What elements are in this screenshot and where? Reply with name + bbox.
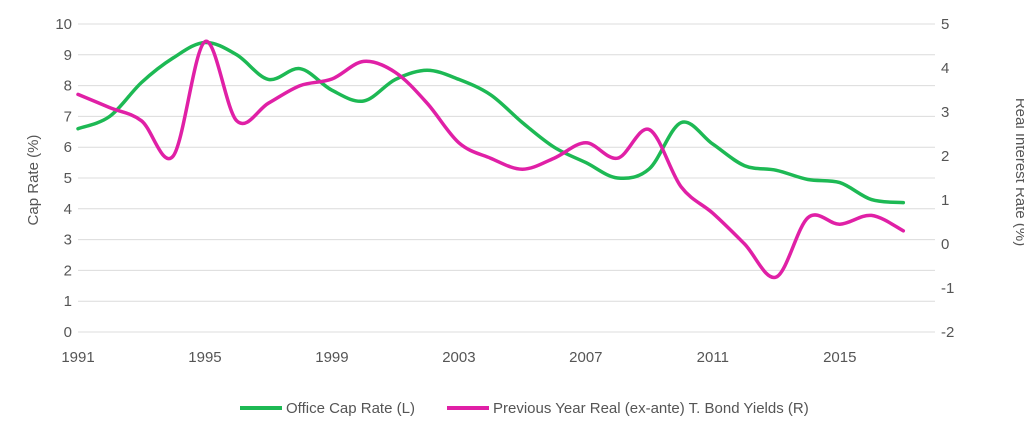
- right-tick-label: 4: [941, 60, 949, 77]
- left-tick-label: 9: [64, 47, 72, 64]
- right-tick-label: 0: [941, 236, 949, 253]
- left-tick-label: 2: [64, 262, 72, 279]
- x-tick-label: 1995: [188, 349, 221, 366]
- right-axis-ticks: -2 -1 0 1 2 3 4 5: [941, 16, 954, 341]
- series-layer: [76, 39, 906, 280]
- left-tick-label: 4: [64, 201, 72, 218]
- x-axis-ticks: 1991 1995 1999 2003 2007 2011 2015: [61, 349, 856, 366]
- x-tick-label: 2007: [569, 349, 602, 366]
- x-tick-label: 2011: [697, 349, 729, 366]
- left-tick-label: 0: [64, 324, 72, 341]
- right-tick-label: 2: [941, 148, 949, 165]
- left-axis-ticks: 0 1 2 3 4 5 6 7 8 9 10: [55, 16, 72, 341]
- x-tick-label: 2003: [442, 349, 475, 366]
- left-axis-title: Cap Rate (%): [25, 135, 42, 226]
- x-tick-label: 2015: [823, 349, 856, 366]
- x-tick-label: 1991: [61, 349, 94, 366]
- grid-lines: [78, 23, 935, 333]
- left-tick-label: 6: [64, 139, 72, 156]
- left-tick-label: 1: [64, 293, 72, 310]
- right-tick-label: -1: [941, 280, 954, 297]
- right-tick-label: -2: [941, 324, 954, 341]
- legend-label-bond-yields: Previous Year Real (ex-ante) T. Bond Yie…: [493, 400, 809, 417]
- left-tick-label: 3: [64, 232, 72, 249]
- x-tick-label: 1999: [315, 349, 348, 366]
- left-tick-label: 7: [64, 108, 72, 125]
- right-axis-title: Real Interest Rate (%): [1012, 98, 1024, 246]
- left-tick-label: 8: [64, 78, 72, 95]
- right-tick-label: 1: [941, 192, 949, 209]
- right-tick-label: 5: [941, 16, 949, 33]
- left-tick-label: 5: [64, 170, 72, 187]
- series-line-bond-yields: [76, 39, 906, 280]
- left-tick-label: 10: [55, 16, 72, 33]
- right-tick-label: 3: [941, 104, 949, 121]
- series-line-office-cap-rate: [76, 40, 906, 205]
- legend-label-cap-rate: Office Cap Rate (L): [286, 400, 415, 417]
- legend: Office Cap Rate (L) Previous Year Real (…: [240, 400, 809, 417]
